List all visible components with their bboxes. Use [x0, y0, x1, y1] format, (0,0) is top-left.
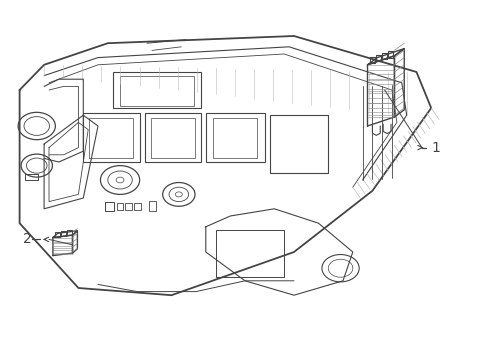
Text: 2: 2 [23, 233, 31, 246]
Text: 1: 1 [431, 141, 440, 154]
